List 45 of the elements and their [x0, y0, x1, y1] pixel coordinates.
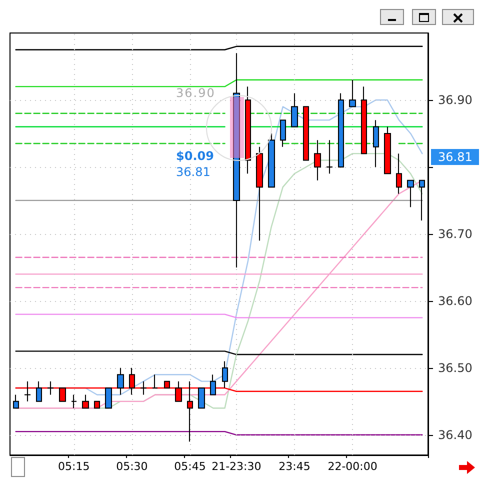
- y-tick-label: 36.50: [438, 360, 472, 375]
- candlestick: [419, 180, 425, 222]
- candlestick: [349, 79, 356, 108]
- candlestick: [338, 92, 344, 168]
- x-tick-label: 22-00:00: [328, 460, 378, 473]
- candlestick: [94, 400, 100, 409]
- candlestick: [303, 106, 309, 161]
- candlestick: [407, 180, 414, 208]
- candlestick: [280, 120, 286, 148]
- candlestick: [256, 146, 263, 242]
- y-tick-label: 36.70: [438, 226, 472, 241]
- candlestick: [71, 394, 77, 409]
- x-tick-label: 23:45: [278, 460, 310, 473]
- annotation: 36.90: [176, 86, 216, 100]
- candlestick: [82, 394, 89, 409]
- candlestick: [245, 86, 251, 174]
- x-tick-label: 05:15: [58, 460, 90, 473]
- candlestick: [396, 153, 402, 194]
- candlestick: [384, 126, 391, 174]
- candlestick: [210, 374, 216, 396]
- annotation: 36.81: [176, 165, 210, 179]
- candlestick: [47, 380, 54, 396]
- candlestick: [13, 394, 19, 409]
- candlestick: [105, 388, 112, 409]
- candlestick: [268, 132, 275, 188]
- candlestick: [291, 92, 298, 128]
- y-tick-label: 36.40: [438, 428, 472, 442]
- candlestick: [152, 374, 158, 389]
- y-tick-label: 36.90: [438, 92, 472, 107]
- candlestick: [24, 380, 31, 402]
- x-tick-label: 05:45: [174, 460, 206, 473]
- candlestick: [361, 86, 367, 154]
- candlestick: [117, 367, 124, 396]
- candlestick: [222, 360, 228, 389]
- candlestick: [314, 140, 321, 181]
- candlestick: [326, 140, 333, 174]
- candlestick: [373, 120, 379, 168]
- x-tick-label: 05:30: [116, 460, 148, 473]
- candlestick: [140, 380, 147, 396]
- candlestick: [36, 380, 42, 402]
- text: 36.81: [431, 149, 480, 165]
- y-tick-label: 36.60: [438, 294, 472, 308]
- annotation: $0.09: [176, 149, 214, 163]
- candlestick: [198, 388, 205, 409]
- x-tick-label: 21-23:30: [212, 460, 262, 473]
